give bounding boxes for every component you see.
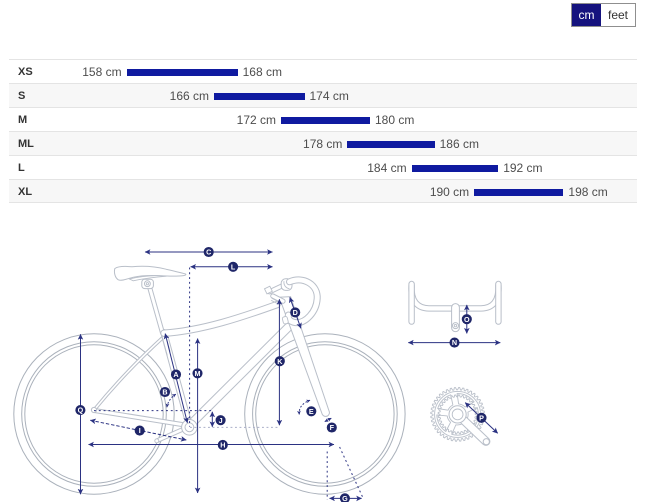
svg-text:D: D [293, 308, 298, 317]
svg-text:H: H [220, 440, 225, 449]
svg-text:F: F [330, 423, 335, 432]
svg-text:Q: Q [78, 406, 84, 415]
svg-text:L: L [231, 262, 236, 271]
svg-text:O: O [464, 315, 470, 324]
svg-text:A: A [173, 370, 178, 379]
svg-text:J: J [219, 416, 223, 425]
svg-text:K: K [277, 357, 283, 366]
svg-text:G: G [342, 494, 348, 502]
svg-text:I: I [139, 426, 141, 435]
svg-text:B: B [162, 388, 167, 397]
svg-text:N: N [452, 338, 457, 347]
svg-text:C: C [206, 248, 211, 257]
svg-text:M: M [195, 369, 201, 378]
svg-text:E: E [309, 407, 314, 416]
svg-text:P: P [479, 413, 484, 422]
